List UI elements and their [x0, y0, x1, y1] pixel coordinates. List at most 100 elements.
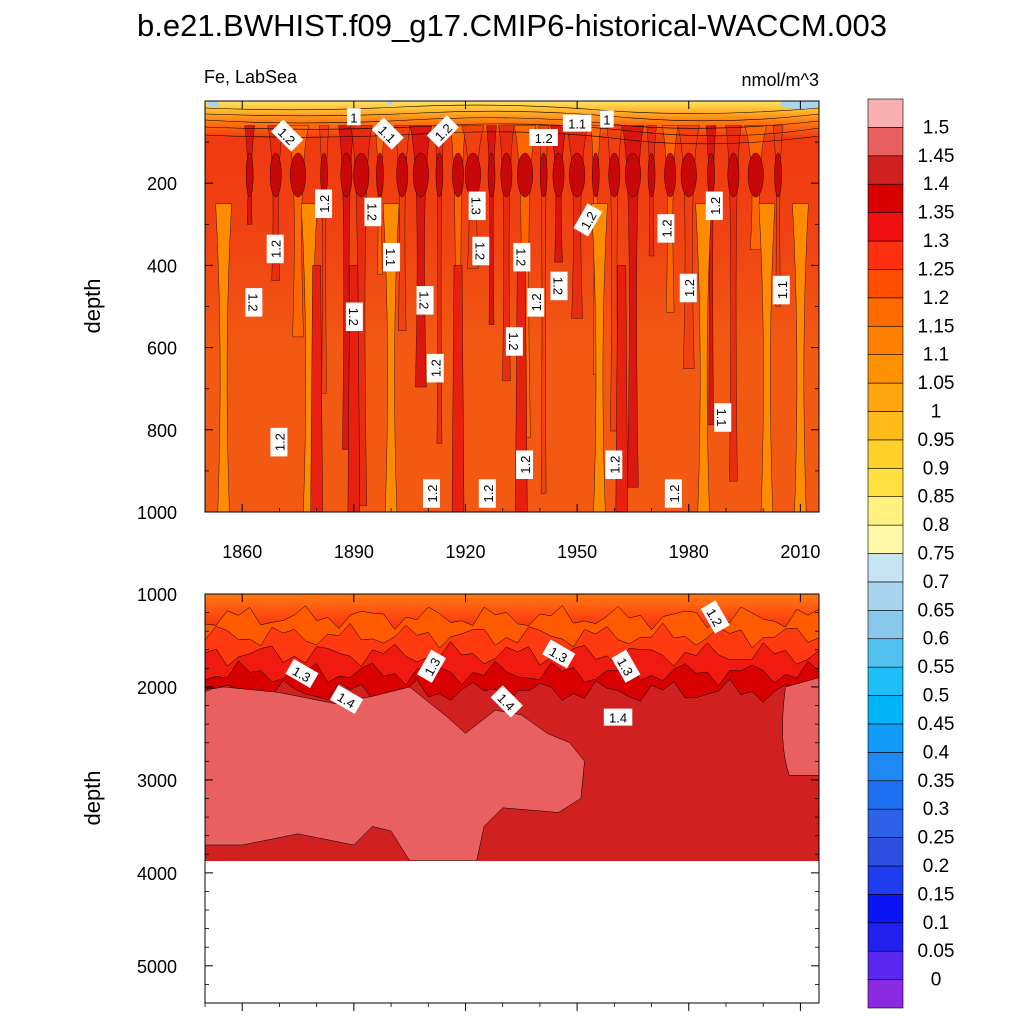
svg-text:1.2: 1.2 [529, 293, 544, 311]
colorbar-box [867, 382, 904, 412]
colorbar-label: 0.45 [918, 714, 955, 735]
colorbar-label: 1.45 [918, 146, 955, 167]
colorbar-label: 0.3 [923, 799, 949, 820]
colorbar-label: 1.35 [918, 203, 955, 224]
colorbar-box [867, 837, 904, 867]
svg-text:1.2: 1.2 [551, 277, 566, 295]
colorbar-label: 0 [931, 970, 942, 991]
svg-text:1.2: 1.2 [667, 484, 682, 502]
colorbar-label: 0.75 [918, 544, 955, 565]
x-tick-label: 1890 [334, 542, 374, 562]
colorbar-box [867, 723, 904, 753]
lower-axis-ticks [204, 593, 819, 1011]
colorbar-box [867, 808, 904, 838]
colorbar-box [867, 950, 904, 980]
upper-y-tick-label: 1000 [137, 503, 177, 523]
contour-label: 1.2 [426, 353, 444, 383]
contour-label: 1.2 [472, 236, 490, 266]
colorbar-label: 0.85 [918, 487, 955, 508]
contour-label: 1.2 [505, 327, 523, 356]
contour-label: 1.2 [416, 286, 434, 315]
lower-contour-field [205, 594, 819, 861]
colorbar-box [867, 553, 904, 583]
svg-text:1.2: 1.2 [425, 484, 440, 502]
svg-text:1.3: 1.3 [469, 197, 484, 215]
colorbar-label: 0.15 [918, 884, 955, 905]
contour-label: 1.2 [529, 128, 558, 146]
colorbar [867, 98, 904, 1009]
svg-text:1.2: 1.2 [659, 219, 674, 237]
upper-y-tick-label: 200 [147, 174, 177, 194]
svg-text:1.2: 1.2 [417, 291, 432, 309]
svg-text:1.2: 1.2 [607, 456, 622, 474]
contour-label: 1.2 [478, 479, 496, 508]
colorbar-box [867, 865, 904, 895]
svg-text:1: 1 [350, 110, 357, 125]
contour-label: 1.2 [315, 189, 333, 218]
colorbar-label: 1.1 [923, 345, 949, 366]
svg-text:1.4: 1.4 [609, 711, 627, 726]
contour-label: 1.2 [266, 234, 284, 264]
colorbar-box [867, 439, 904, 469]
svg-text:1.2: 1.2 [682, 279, 697, 297]
contour-label: 1.2 [605, 450, 623, 479]
svg-text:1.2: 1.2 [481, 484, 496, 502]
colorbar-label: 0.2 [923, 856, 949, 877]
contour-label: 1.2 [513, 242, 531, 272]
lower-y-tick-label: 3000 [137, 771, 177, 791]
colorbar-box [867, 240, 904, 270]
colorbar-label: 0.9 [923, 458, 949, 479]
chart-title: b.e21.BWHIST.f09_g17.CMIP6-historical-WA… [137, 8, 887, 43]
svg-text:1.2: 1.2 [535, 131, 553, 146]
units-label: nmol/m^3 [742, 70, 819, 90]
colorbar-label: 1.05 [918, 373, 955, 394]
colorbar-labels: 0 0.05 0.1 0.15 0.2 0.25 0.3 0.35 0.4 0.45 0.5 0.55… [918, 117, 955, 990]
contour-label: 1 [600, 110, 614, 128]
lower-y-axis-label: depth [80, 770, 105, 825]
svg-text:1.2: 1.2 [708, 197, 723, 215]
colorbar-box [867, 269, 904, 299]
svg-text:1.2: 1.2 [506, 332, 521, 350]
contour-label: 1.2 [664, 479, 682, 508]
svg-text:1.2: 1.2 [364, 203, 379, 221]
colorbar-box [867, 127, 904, 157]
x-tick-label: 1920 [445, 542, 485, 562]
upper-y-axis-label: depth [80, 278, 105, 333]
colorbar-label: 1.5 [923, 117, 949, 138]
contour-label: 1.3 [468, 191, 486, 221]
colorbar-label: 0.8 [923, 515, 949, 536]
colorbar-label: 0.95 [918, 430, 955, 451]
lower-y-tick-label: 2000 [137, 678, 177, 698]
svg-text:1.2: 1.2 [429, 359, 444, 377]
colorbar-label: 0.7 [923, 572, 949, 593]
colorbar-label: 1.3 [923, 231, 949, 252]
colorbar-box [867, 155, 904, 185]
colorbar-box [867, 212, 904, 242]
svg-text:1.1: 1.1 [568, 117, 586, 132]
upper-axis-ticks [204, 101, 819, 513]
subtitle-variable: Fe, LabSea [204, 67, 298, 87]
contour-label: 1.2 [705, 191, 723, 221]
colorbar-box [867, 780, 904, 810]
colorbar-box [867, 894, 904, 924]
contour-label: 1.2 [422, 479, 440, 508]
colorbar-box [867, 752, 904, 782]
colorbar-box [867, 325, 904, 355]
svg-text:1: 1 [603, 112, 610, 127]
colorbar-box [867, 666, 904, 696]
contour-label: 1.2 [516, 450, 534, 479]
contour-label: 1 [347, 108, 361, 126]
colorbar-box [867, 98, 904, 128]
colorbar-box [867, 922, 904, 952]
x-tick-label: 1950 [557, 542, 597, 562]
svg-text:1.2: 1.2 [269, 240, 284, 258]
contour-label: 1.2 [657, 214, 675, 243]
colorbar-box [867, 411, 904, 441]
upper-y-tick-label: 400 [147, 256, 177, 276]
colorbar-label: 0.35 [918, 771, 955, 792]
lower-y-tick-label: 5000 [137, 957, 177, 977]
contour-label: 1.2 [245, 288, 263, 317]
upper-y-tick-labels: 200 400 600 800 1000 [137, 174, 177, 523]
upper-contour-labels: 1.2 1 1.1 1.2 1.2 1.1 1 1.2 1.2 1.3 1.2 1.2 1.2 1.2 1.… [245, 108, 790, 508]
